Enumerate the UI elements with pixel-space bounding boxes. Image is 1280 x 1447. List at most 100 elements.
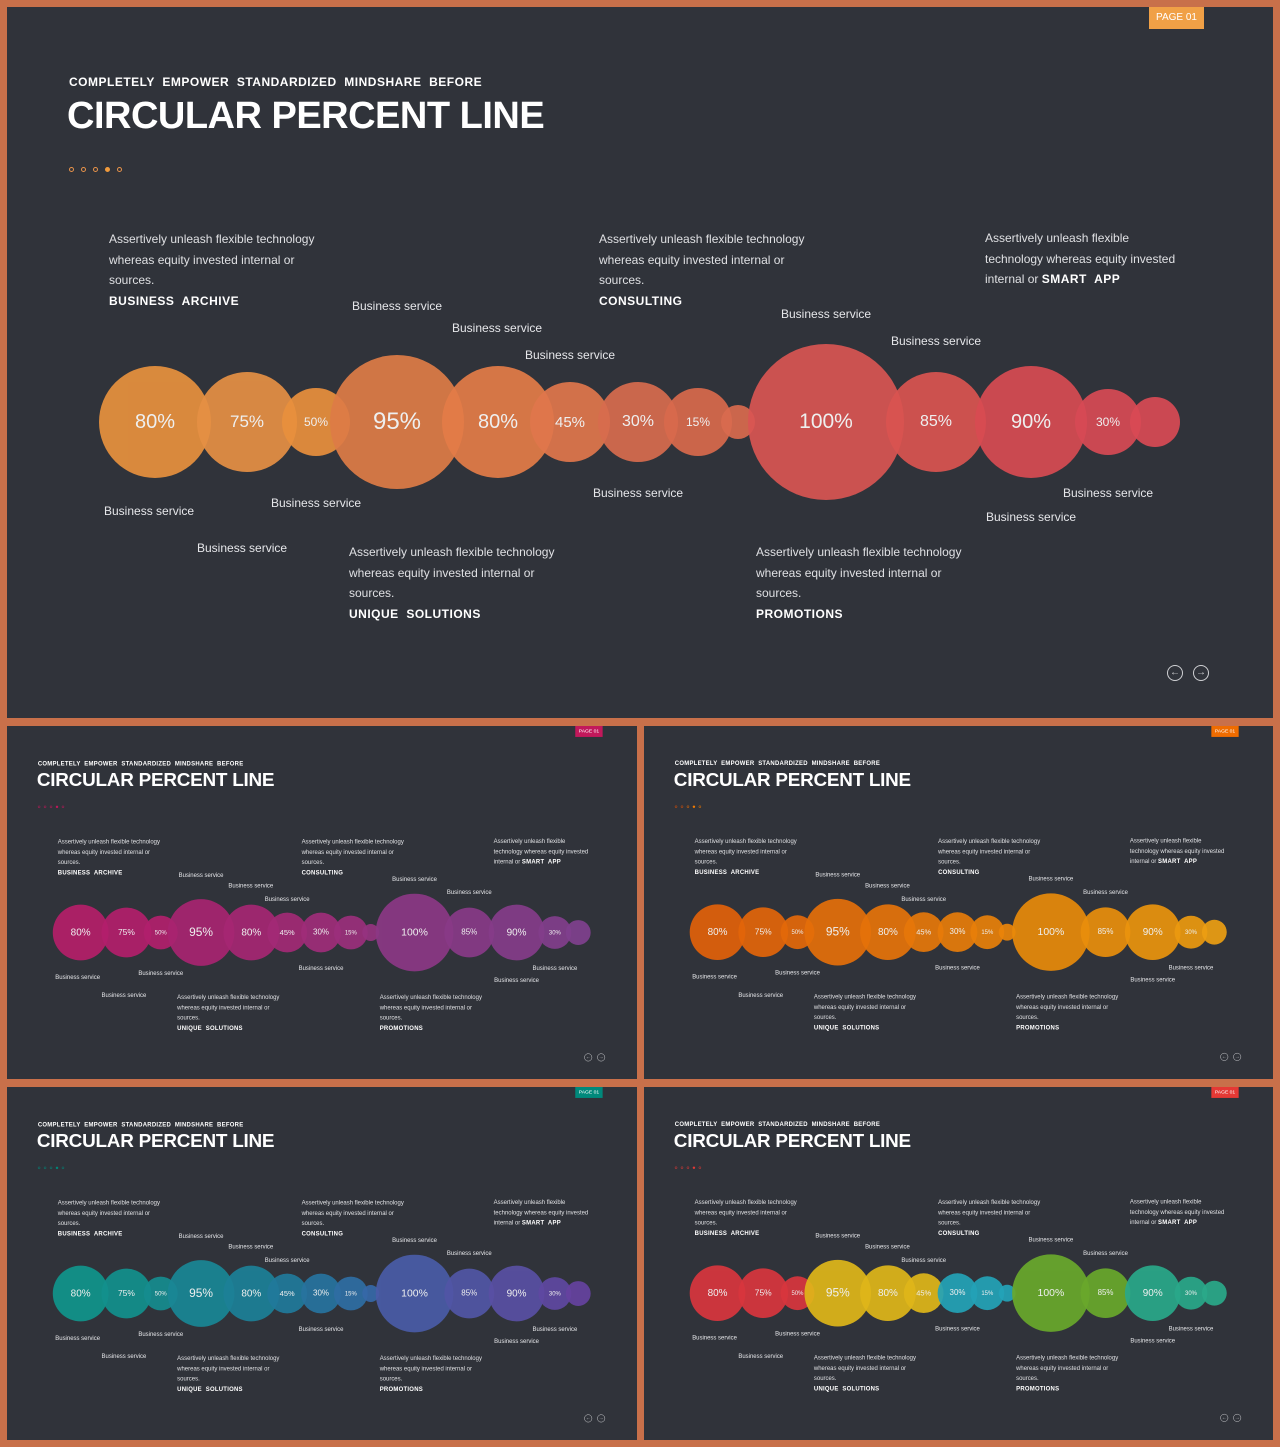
percent-value: 50%	[791, 928, 804, 936]
percent-value: 100%	[1037, 1287, 1065, 1299]
business-service-label: Business service	[692, 1333, 737, 1341]
business-service-label: Business service	[138, 1330, 184, 1338]
description-text: Assertively unleash flexible technology …	[938, 1198, 1041, 1227]
description-block: Assertively unleash flexible technology …	[380, 992, 482, 1033]
percent-value: 80%	[134, 410, 176, 433]
description-text: Assertively unleash flexible technology …	[694, 837, 797, 866]
arrow-right-circle-icon[interactable]: →	[597, 1053, 606, 1062]
business-service-label: Business service	[775, 1329, 820, 1337]
description-text: Assertively unleash flexible technology …	[756, 545, 962, 600]
percent-value: 80%	[70, 926, 91, 938]
percent-value: 85%	[1097, 927, 1114, 937]
arrow-right-circle-icon[interactable]: →	[1233, 1052, 1242, 1061]
business-service-label: Business service	[935, 1324, 980, 1332]
percent-bubble: 45%	[530, 382, 610, 462]
percent-value: 30%	[313, 1289, 329, 1298]
percent-value: 50%	[303, 415, 329, 429]
percent-value: 75%	[117, 927, 135, 937]
percent-value: 75%	[117, 1288, 135, 1298]
percent-bubble: 80%	[52, 904, 109, 961]
percent-value: 30%	[548, 929, 561, 936]
arrow-left-circle-icon[interactable]: ←	[1220, 1413, 1229, 1422]
slide-large[interactable]: PAGE 01 COMPLETELY EMPOWER STANDARDIZED M…	[7, 7, 1273, 718]
percent-bubble: 85%	[444, 907, 495, 958]
percent-value: 50%	[791, 1289, 804, 1297]
percent-bubble: 85%	[886, 372, 986, 472]
description-title: PROMOTIONS	[379, 1024, 424, 1032]
business-service-label: Business service	[865, 1242, 910, 1250]
arrow-left-circle-icon[interactable]: ←	[584, 1053, 593, 1062]
percent-bubble	[998, 923, 1016, 941]
dot-indicator	[49, 805, 53, 809]
percent-value: 50%	[154, 1290, 167, 1297]
arrow-left-circle-icon[interactable]: ←	[1167, 665, 1183, 681]
description-text: Assertively unleash flexible technology …	[694, 1198, 797, 1227]
percent-bubble: 90%	[975, 366, 1087, 478]
description-title: BUSINESS ARCHIVE	[694, 1229, 760, 1237]
arrow-left-circle-icon[interactable]: ←	[1220, 1052, 1229, 1061]
description-title: UNIQUE SOLUTIONS	[813, 1023, 880, 1031]
business-service-label: Business service	[1130, 1336, 1176, 1344]
percent-value: 45%	[554, 413, 586, 431]
percent-value: 15%	[981, 1289, 994, 1297]
description-block: Assertively unleash flexible technology …	[814, 1353, 916, 1394]
dot-indicator	[674, 1166, 678, 1169]
slide-content: PAGE 01 COMPLETELY EMPOWER STANDARDIZED M…	[644, 1087, 1273, 1440]
description-title: BUSINESS ARCHIVE	[109, 293, 240, 308]
slide-thumb-orange[interactable]: PAGE 01 COMPLETELY EMPOWER STANDARDIZED M…	[644, 726, 1273, 1079]
description-text: Assertively unleash flexible technology …	[493, 1198, 589, 1226]
dot-indicator	[69, 167, 74, 172]
percent-value: 95%	[189, 925, 214, 939]
description-text: Assertively unleash flexible technology …	[985, 231, 1176, 286]
slide-thumb-teal[interactable]: PAGE 01 COMPLETELY EMPOWER STANDARDIZED M…	[7, 1087, 637, 1440]
arrow-left-circle-icon[interactable]: ←	[584, 1414, 593, 1423]
percent-bubble: 100%	[375, 1254, 454, 1333]
business-service-label: Business service	[494, 976, 539, 984]
description-block: Assertively unleash flexible technology …	[494, 836, 589, 867]
percent-value: 95%	[189, 1286, 214, 1300]
percent-bubble: 45%	[267, 912, 308, 953]
description-text: Assertively unleash flexible technology …	[938, 837, 1041, 866]
percent-bubble: 30%	[538, 1277, 572, 1310]
percent-value: 45%	[916, 1288, 932, 1298]
slide-thumb-rainbow[interactable]: PAGE 01 COMPLETELY EMPOWER STANDARDIZED M…	[644, 1087, 1273, 1440]
dot-indicator	[49, 1166, 53, 1170]
arrow-right-circle-icon[interactable]: →	[1233, 1413, 1242, 1422]
percent-value: 90%	[1142, 1287, 1163, 1299]
dot-indicator	[81, 167, 86, 172]
description-text: Assertively unleash flexible technology …	[379, 1354, 482, 1383]
description-title: CONSULTING	[301, 868, 344, 876]
business-service-label: Business service	[986, 510, 1077, 524]
slide-subtitle: COMPLETELY EMPOWER STANDARDIZED MINDSHAR…	[37, 759, 244, 767]
percent-bubble: 95%	[804, 1259, 872, 1327]
business-service-label: Business service	[1028, 1236, 1074, 1243]
dot-indicator	[61, 1166, 65, 1170]
percent-bubble: 15%	[664, 388, 732, 456]
description-text: Assertively unleash flexible technology …	[813, 993, 916, 1021]
percent-bubble: 45%	[903, 912, 944, 953]
slide-subtitle: COMPLETELY EMPOWER STANDARDIZED MINDSHAR…	[37, 1120, 244, 1128]
arrow-right-circle-icon[interactable]: →	[597, 1414, 606, 1423]
business-service-label: Business service	[101, 991, 147, 999]
percent-bubble: 75%	[738, 907, 789, 958]
description-text: Assertively unleash flexible technology …	[177, 993, 280, 1022]
percent-value: 15%	[344, 1290, 357, 1297]
percent-value: 30%	[621, 413, 655, 430]
slide-thumb-magenta[interactable]: PAGE 01 COMPLETELY EMPOWER STANDARDIZED M…	[7, 726, 637, 1079]
dot-indicator	[43, 805, 47, 809]
percent-bubble	[1201, 1280, 1227, 1306]
arrow-right-circle-icon[interactable]: →	[1193, 665, 1209, 681]
dot-indicator	[55, 1166, 59, 1170]
description-title: BUSINESS ARCHIVE	[57, 1229, 123, 1237]
dot-indicator	[105, 167, 110, 172]
description-text: Assertively unleash flexible technology …	[57, 837, 160, 866]
dot-indicator	[698, 1166, 702, 1169]
percent-value: 75%	[754, 1288, 772, 1298]
percent-bubble: 15%	[970, 915, 1005, 950]
description-title: CONSULTING	[938, 1229, 980, 1237]
percent-bubble: 100%	[1012, 1254, 1090, 1332]
description-block: Assertively unleash flexible technology …	[756, 542, 961, 624]
dot-indicator	[680, 805, 684, 808]
percent-bubble: 85%	[1080, 907, 1131, 958]
business-service-label: Business service	[104, 504, 195, 518]
